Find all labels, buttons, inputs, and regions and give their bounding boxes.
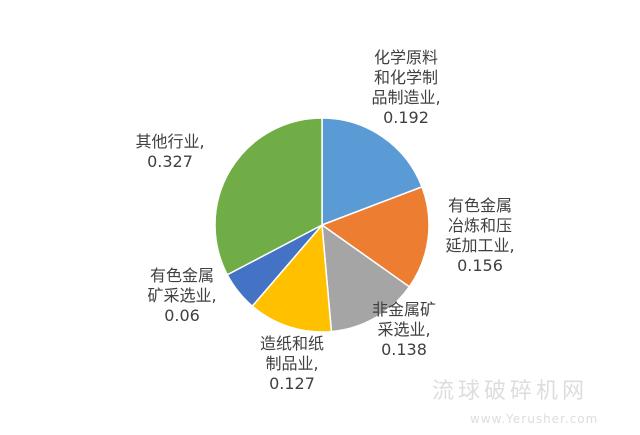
pie-slice-2 bbox=[321, 223, 411, 333]
slice-label: 化学原料 和化学制 品制造业, bbox=[371, 48, 441, 107]
pie-slice-3 bbox=[251, 223, 333, 333]
slice-value: 0.127 bbox=[269, 374, 315, 393]
data-label-5: 其他行业, 0.327 bbox=[120, 132, 220, 172]
slice-label: 其他行业, bbox=[135, 132, 205, 151]
slice-value: 0.06 bbox=[164, 306, 200, 325]
slice-value: 0.156 bbox=[457, 256, 503, 275]
data-label-2: 非金属矿 采选业, 0.138 bbox=[356, 300, 452, 360]
pie-slice-1 bbox=[320, 185, 430, 288]
pie-slice-0 bbox=[321, 117, 423, 227]
pie-slice-5 bbox=[214, 117, 323, 276]
data-label-4: 有色金属 矿采选业, 0.06 bbox=[132, 266, 232, 326]
slice-label: 有色金属 矿采选业, bbox=[147, 266, 217, 305]
watermark-logo: 流球破碎机网 bbox=[432, 379, 589, 404]
data-label-3: 造纸和纸 制品业, 0.127 bbox=[244, 334, 340, 394]
slice-label: 非金属矿 采选业, bbox=[371, 300, 436, 339]
slice-value: 0.192 bbox=[383, 108, 429, 127]
slice-value: 0.327 bbox=[147, 152, 193, 171]
data-label-1: 有色金属 冶炼和压 延加工业, 0.156 bbox=[430, 196, 530, 276]
slice-label: 造纸和纸 制品业, bbox=[259, 334, 324, 373]
data-label-0: 化学原料 和化学制 品制造业, 0.192 bbox=[356, 48, 456, 128]
slice-label: 有色金属 冶炼和压 延加工业, bbox=[445, 196, 515, 255]
slice-value: 0.138 bbox=[381, 340, 427, 359]
watermark-url: www.Yerusher.com bbox=[470, 412, 599, 426]
